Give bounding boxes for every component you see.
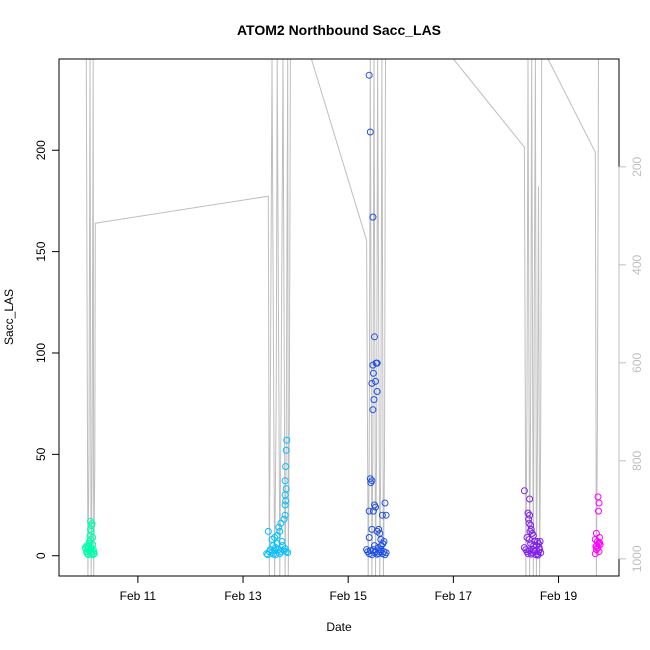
data-point bbox=[264, 527, 272, 535]
x-axis: Feb 11 Feb 13 Feb 15 Feb 17 Feb 19 bbox=[120, 575, 578, 603]
x-tick-label: Feb 17 bbox=[435, 589, 473, 603]
data-point bbox=[523, 534, 531, 541]
chart-title: ATOM2 Northbound Sacc_LAS bbox=[237, 22, 441, 38]
y-tick-label: 100 bbox=[34, 343, 48, 363]
data-point bbox=[281, 511, 289, 519]
data-point bbox=[282, 548, 290, 556]
depth-tick-label: 1000 bbox=[630, 545, 644, 572]
series-2 bbox=[363, 71, 390, 559]
depth-tick-label: 200 bbox=[630, 156, 644, 176]
data-point bbox=[365, 507, 373, 515]
data-point bbox=[377, 542, 385, 550]
data-point bbox=[536, 538, 544, 545]
data-point bbox=[369, 507, 377, 515]
data-point bbox=[90, 550, 98, 558]
data-point bbox=[366, 547, 374, 555]
data-point bbox=[281, 501, 289, 509]
x-tick-label: Feb 15 bbox=[330, 589, 368, 603]
data-point bbox=[373, 388, 381, 395]
data-point bbox=[526, 495, 534, 503]
data-point bbox=[520, 487, 528, 495]
depth-tick-label: 800 bbox=[630, 451, 644, 471]
depth-trace-line bbox=[85, 59, 599, 576]
data-point bbox=[591, 550, 599, 558]
data-point bbox=[382, 511, 390, 519]
data-point bbox=[373, 359, 381, 367]
data-point bbox=[525, 519, 533, 527]
x-axis-label: Date bbox=[326, 620, 352, 634]
data-point bbox=[369, 361, 377, 369]
y-tick-label: 150 bbox=[34, 241, 48, 261]
series-0 bbox=[81, 517, 98, 559]
data-point bbox=[276, 527, 284, 535]
data-point bbox=[595, 548, 603, 556]
x-tick-label: Feb 19 bbox=[540, 589, 578, 603]
data-point bbox=[595, 507, 602, 515]
y-tick-label: 50 bbox=[34, 447, 48, 461]
data-point bbox=[526, 511, 534, 519]
data-point bbox=[534, 551, 542, 559]
data-point bbox=[592, 543, 600, 551]
data-point bbox=[525, 515, 533, 523]
data-point bbox=[284, 549, 292, 557]
data-point bbox=[88, 519, 96, 527]
y-axis-label: Sacc_LAS bbox=[2, 289, 16, 345]
data-point bbox=[527, 540, 535, 548]
data-point bbox=[282, 485, 290, 493]
depth-axis: 200 400 600 800 1000 bbox=[618, 156, 644, 572]
x-tick-label: Feb 11 bbox=[120, 589, 157, 603]
x-tick-label: Feb 13 bbox=[224, 589, 262, 603]
data-point bbox=[367, 479, 375, 487]
y-tick-label: 200 bbox=[34, 140, 48, 160]
data-point bbox=[372, 503, 379, 511]
data-point bbox=[269, 542, 277, 550]
y-axis: 0 50 100 150 200 bbox=[34, 140, 60, 559]
y-tick-label: 0 bbox=[34, 552, 48, 559]
data-point bbox=[365, 71, 373, 79]
data-point bbox=[89, 534, 97, 541]
series-3 bbox=[520, 487, 545, 559]
data-point bbox=[282, 446, 290, 454]
data-point bbox=[369, 406, 377, 414]
data-point bbox=[596, 541, 604, 549]
series-1 bbox=[263, 436, 292, 559]
data-point bbox=[369, 213, 377, 221]
points-layer bbox=[81, 71, 604, 559]
data-point bbox=[372, 377, 379, 385]
data-point bbox=[272, 551, 280, 559]
data-point bbox=[370, 396, 378, 404]
data-point bbox=[595, 499, 603, 507]
data-point bbox=[87, 517, 94, 525]
depth-tick-label: 400 bbox=[630, 254, 644, 274]
data-point bbox=[379, 540, 387, 548]
data-point bbox=[365, 534, 373, 541]
data-point bbox=[381, 499, 389, 507]
data-point bbox=[531, 538, 539, 545]
data-point bbox=[371, 333, 378, 341]
data-point bbox=[366, 475, 374, 483]
depth-tick-label: 600 bbox=[630, 352, 644, 372]
data-point bbox=[368, 379, 376, 387]
data-point bbox=[281, 477, 289, 485]
data-point bbox=[283, 436, 291, 444]
data-point bbox=[275, 523, 283, 531]
data-point bbox=[369, 369, 377, 377]
data-point bbox=[366, 128, 374, 136]
data-point bbox=[280, 515, 288, 523]
series-4 bbox=[591, 493, 604, 558]
data-point bbox=[278, 538, 286, 545]
data-point bbox=[378, 511, 386, 519]
data-point bbox=[282, 463, 290, 470]
data-point bbox=[375, 525, 383, 533]
depth-trace-layer bbox=[85, 59, 599, 576]
data-point bbox=[84, 551, 92, 559]
data-point bbox=[382, 549, 390, 557]
